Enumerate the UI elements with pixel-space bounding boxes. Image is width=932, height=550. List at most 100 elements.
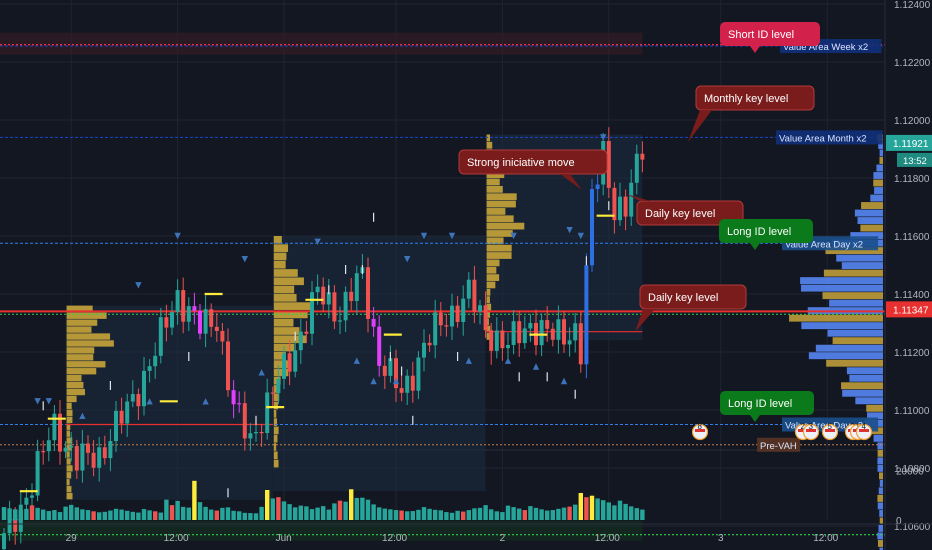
- candle-body[interactable]: [24, 497, 29, 505]
- candle-body[interactable]: [366, 267, 370, 319]
- candle-body[interactable]: [270, 392, 275, 394]
- event-badge[interactable]: 3: [802, 422, 820, 441]
- candle-body[interactable]: [629, 182, 634, 217]
- candle-body[interactable]: [52, 413, 57, 441]
- candle-body[interactable]: [186, 306, 191, 322]
- candle-body[interactable]: [517, 321, 522, 344]
- candle-body[interactable]: [114, 410, 118, 442]
- candle-body[interactable]: [136, 394, 141, 407]
- candle-body[interactable]: [489, 330, 494, 351]
- strong-initiative-callout[interactable]: Strong iniciative move: [458, 149, 608, 190]
- daily-key-callout-lower[interactable]: Daily key level: [635, 284, 747, 332]
- candle-body[interactable]: [102, 447, 107, 459]
- candles[interactable]: [2, 127, 645, 550]
- candle-body[interactable]: [410, 375, 415, 391]
- candle-body[interactable]: [46, 440, 51, 452]
- candle-body[interactable]: [349, 291, 354, 301]
- candle-body[interactable]: [422, 342, 426, 358]
- candle-body[interactable]: [578, 323, 583, 365]
- candle-body[interactable]: [276, 378, 281, 394]
- candle-body[interactable]: [522, 328, 527, 344]
- candle-body[interactable]: [528, 323, 533, 329]
- candle-body[interactable]: [237, 403, 242, 405]
- candle-body[interactable]: [326, 292, 331, 305]
- candle-body[interactable]: [455, 305, 460, 322]
- candle-body[interactable]: [483, 305, 488, 331]
- candle-body[interactable]: [74, 446, 79, 471]
- candle-body[interactable]: [35, 451, 40, 496]
- candle-body[interactable]: [338, 320, 342, 322]
- candle-body[interactable]: [332, 292, 337, 322]
- candle-body[interactable]: [618, 196, 622, 221]
- candle-body[interactable]: [164, 317, 169, 328]
- candle-body[interactable]: [466, 279, 471, 299]
- candle-body[interactable]: [590, 189, 594, 266]
- candle-body[interactable]: [623, 196, 628, 217]
- candle-body[interactable]: [242, 403, 247, 439]
- candle-body[interactable]: [203, 309, 208, 334]
- candle-body[interactable]: [287, 353, 292, 372]
- candle-body[interactable]: [226, 341, 230, 391]
- candle-body[interactable]: [545, 320, 550, 329]
- candle-body[interactable]: [416, 357, 421, 391]
- candle-body[interactable]: [147, 366, 152, 371]
- short-id-callout[interactable]: Short ID level: [720, 22, 820, 53]
- candle-body[interactable]: [130, 394, 135, 402]
- candle-body[interactable]: [478, 305, 482, 312]
- candle-body[interactable]: [142, 370, 146, 407]
- candle-body[interactable]: [573, 323, 578, 341]
- candle-body[interactable]: [438, 312, 443, 326]
- candle-body[interactable]: [209, 309, 214, 327]
- candle-body[interactable]: [282, 353, 286, 379]
- candle-body[interactable]: [248, 433, 253, 439]
- candle-body[interactable]: [158, 317, 163, 356]
- candle-body[interactable]: [214, 326, 219, 331]
- event-badge[interactable]: 8: [691, 422, 709, 441]
- candle-body[interactable]: [494, 330, 499, 351]
- candle-body[interactable]: [315, 286, 320, 293]
- candle-body[interactable]: [500, 330, 505, 349]
- candle-body[interactable]: [30, 495, 34, 498]
- long-id-callout-lower[interactable]: Long ID level: [720, 391, 814, 422]
- event-badge[interactable]: 5: [821, 422, 839, 441]
- candle-body[interactable]: [539, 320, 544, 346]
- candle-body[interactable]: [606, 140, 611, 188]
- monthly-key-callout[interactable]: Monthly key level: [688, 85, 815, 142]
- candle-body[interactable]: [41, 451, 46, 453]
- candle-body[interactable]: [108, 441, 113, 459]
- candle-body[interactable]: [612, 187, 617, 221]
- candle-body[interactable]: [321, 286, 326, 305]
- candle-body[interactable]: [405, 375, 410, 393]
- candle-body[interactable]: [293, 350, 298, 372]
- candle-body[interactable]: [259, 431, 264, 434]
- annotation-callouts[interactable]: Short ID level Monthly key level Strong in…: [458, 22, 820, 422]
- candle-body[interactable]: [640, 153, 645, 160]
- candle-body[interactable]: [382, 365, 387, 376]
- candle-body[interactable]: [91, 452, 96, 468]
- candle-body[interactable]: [192, 306, 197, 311]
- candle-body[interactable]: [567, 340, 572, 345]
- candle-body[interactable]: [198, 310, 202, 334]
- candle-body[interactable]: [119, 410, 124, 424]
- candle-body[interactable]: [595, 184, 600, 190]
- candle-body[interactable]: [310, 292, 314, 334]
- candle-body[interactable]: [63, 447, 68, 452]
- candle-body[interactable]: [634, 153, 639, 183]
- candle-body[interactable]: [58, 413, 62, 452]
- long-id-callout-upper[interactable]: Long ID level: [719, 219, 813, 250]
- candle-body[interactable]: [399, 388, 404, 393]
- candle-body[interactable]: [80, 443, 85, 471]
- candle-body[interactable]: [371, 318, 376, 327]
- candle-body[interactable]: [433, 312, 438, 346]
- candle-body[interactable]: [254, 431, 258, 434]
- candle-body[interactable]: [562, 319, 566, 345]
- candle-body[interactable]: [444, 325, 449, 327]
- candle-body[interactable]: [584, 265, 589, 365]
- daily-key-callout-upper[interactable]: Daily key level: [626, 194, 744, 226]
- candle-body[interactable]: [13, 514, 18, 532]
- candle-body[interactable]: [354, 273, 359, 301]
- candle-body[interactable]: [97, 447, 102, 468]
- candle-body[interactable]: [550, 328, 555, 340]
- candle-body[interactable]: [511, 321, 516, 345]
